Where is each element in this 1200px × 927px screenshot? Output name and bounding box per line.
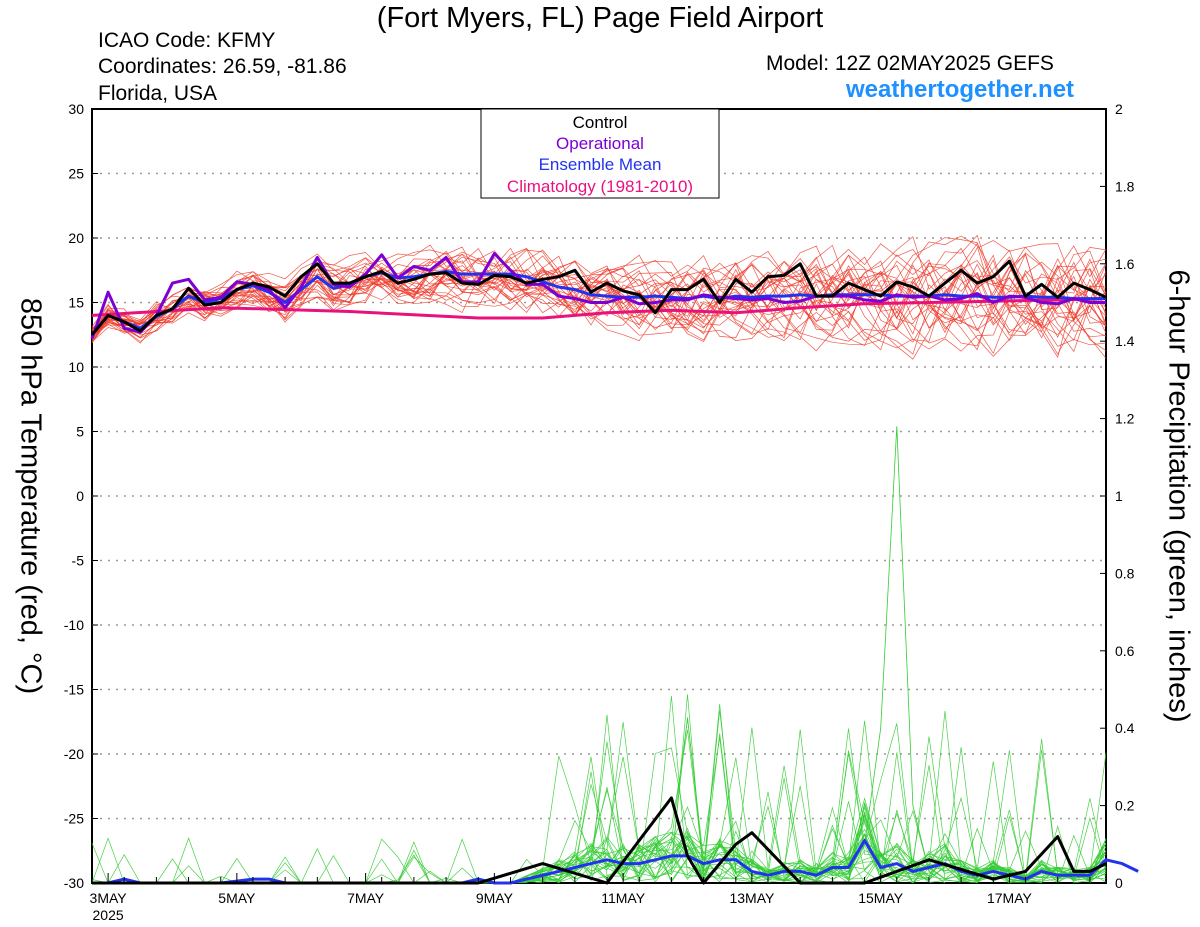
legend-control: Control bbox=[573, 113, 628, 132]
y-tick-label-left: 0 bbox=[76, 488, 84, 504]
temp-member-line bbox=[91, 242, 1107, 341]
precip-member-lines bbox=[91, 426, 1107, 884]
y-tick-label-right: 0.8 bbox=[1115, 565, 1135, 581]
series-line-control-left bbox=[90, 259, 1107, 336]
x-tick-label: 15MAY bbox=[858, 890, 904, 906]
y-tick-label-right: 0.4 bbox=[1115, 720, 1135, 736]
grid-lines bbox=[92, 172, 1106, 820]
x-tick-label: 11MAY bbox=[601, 890, 645, 906]
y-tick-label-right: 1.2 bbox=[1115, 411, 1135, 427]
x-tick-label: 17MAY bbox=[987, 890, 1033, 906]
x-tick-sublabel: 2025 bbox=[93, 907, 124, 923]
legend-ensemble-mean: Ensemble Mean bbox=[539, 155, 662, 174]
series-line-ensemble-mean-right bbox=[92, 838, 1139, 885]
temp-member-line bbox=[91, 260, 1107, 355]
y-tick-label-left: 25 bbox=[68, 166, 84, 182]
temp-member-line bbox=[91, 254, 1107, 355]
x-tick-label: 7MAY bbox=[347, 890, 385, 906]
temp-member-lines bbox=[91, 234, 1107, 360]
y-tick-label-left: 15 bbox=[68, 295, 84, 311]
chart-title: (Fort Myers, FL) Page Field Airport bbox=[376, 2, 824, 34]
y-tick-label-right: 2 bbox=[1115, 101, 1123, 117]
x-tick-label: 3MAY bbox=[90, 890, 128, 906]
temp-member-line bbox=[91, 255, 1107, 358]
y-tick-label-left: 20 bbox=[68, 230, 84, 246]
temp-member-line bbox=[91, 247, 1107, 337]
x-tick-label: 13MAY bbox=[729, 890, 775, 906]
series-lines bbox=[90, 252, 1139, 885]
site-link[interactable]: weathertogether.net bbox=[846, 76, 1075, 103]
temp-member-line bbox=[91, 244, 1107, 337]
y-tick-label-left: -30 bbox=[64, 875, 84, 891]
temp-member-line bbox=[91, 246, 1107, 352]
temp-member-line bbox=[91, 247, 1107, 343]
icao-code: ICAO Code: KFMY bbox=[98, 29, 276, 52]
temp-member-line bbox=[91, 249, 1107, 343]
y-tick-label-right: 0.2 bbox=[1115, 798, 1135, 814]
y-tick-label-left: 5 bbox=[76, 424, 84, 440]
y-tick-label-right: 1.4 bbox=[1115, 333, 1135, 349]
y-tick-label-left: -25 bbox=[64, 811, 84, 827]
temp-member-line bbox=[91, 252, 1107, 359]
coordinates: Coordinates: 26.59, -81.86 bbox=[98, 55, 347, 78]
x-tick-label: 5MAY bbox=[218, 890, 256, 906]
y-tick-label-left: 30 bbox=[68, 101, 84, 117]
precip-member-line bbox=[799, 426, 946, 884]
y-tick-label-left: -5 bbox=[72, 553, 85, 569]
y-tick-label-right: 1 bbox=[1115, 488, 1123, 504]
x-tick-label: 9MAY bbox=[476, 890, 514, 906]
legend-box bbox=[480, 108, 720, 199]
y-tick-label-left: -20 bbox=[64, 746, 84, 762]
legend-operational: Operational bbox=[556, 134, 644, 153]
legend-climatology: Climatology (1981-2010) bbox=[507, 177, 693, 196]
y-tick-label-right: 1.6 bbox=[1115, 256, 1135, 272]
series-line-ensemble-mean-left bbox=[90, 270, 1106, 336]
y-tick-label-left: -15 bbox=[64, 682, 84, 698]
y-tick-label-left: -10 bbox=[64, 617, 84, 633]
y-tick-label-right: 1.8 bbox=[1115, 178, 1135, 194]
y-tick-label-left: 10 bbox=[68, 359, 84, 375]
y-tick-label-right: 0 bbox=[1115, 875, 1123, 891]
series-line-climatology-1981-2010-left bbox=[91, 297, 1107, 320]
temp-member-line bbox=[91, 237, 1107, 335]
model-run: Model: 12Z 02MAY2025 GEFS bbox=[766, 52, 1054, 75]
series-line-operational-left bbox=[90, 252, 1106, 340]
region: Florida, USA bbox=[98, 82, 218, 105]
axis-ticks: 302520151050-5-10-15-20-25-3021.81.61.41… bbox=[64, 101, 1135, 923]
temp-member-line bbox=[91, 254, 1107, 351]
y-tick-label-right: 0.6 bbox=[1115, 643, 1135, 659]
legend: Control Operational Ensemble Mean Climat… bbox=[480, 108, 720, 199]
